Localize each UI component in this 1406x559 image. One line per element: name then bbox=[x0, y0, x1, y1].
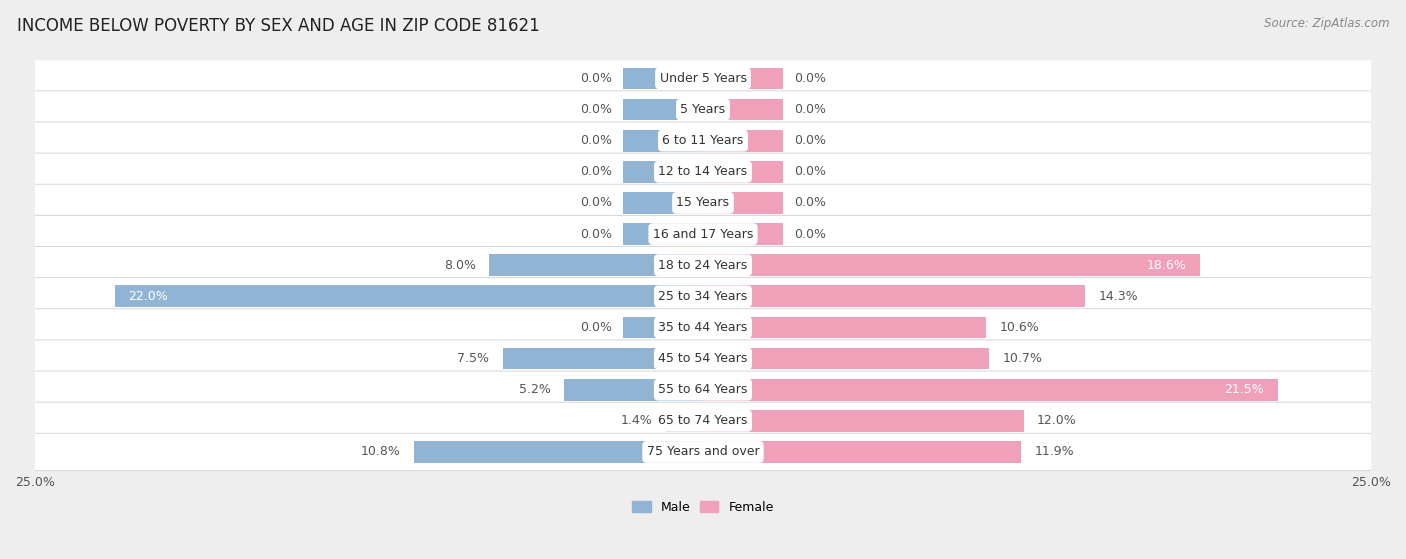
Text: 5 Years: 5 Years bbox=[681, 103, 725, 116]
FancyBboxPatch shape bbox=[31, 371, 1375, 409]
Text: 25 to 34 Years: 25 to 34 Years bbox=[658, 290, 748, 303]
FancyBboxPatch shape bbox=[31, 91, 1375, 128]
FancyBboxPatch shape bbox=[31, 340, 1375, 377]
Text: 8.0%: 8.0% bbox=[444, 259, 475, 272]
Text: Source: ZipAtlas.com: Source: ZipAtlas.com bbox=[1264, 17, 1389, 30]
Text: 18.6%: 18.6% bbox=[1147, 259, 1187, 272]
FancyBboxPatch shape bbox=[31, 215, 1375, 253]
Text: 35 to 44 Years: 35 to 44 Years bbox=[658, 321, 748, 334]
Text: 0.0%: 0.0% bbox=[794, 228, 825, 240]
Bar bbox=[703, 410, 1024, 432]
Text: 18 to 24 Years: 18 to 24 Years bbox=[658, 259, 748, 272]
Bar bbox=[623, 98, 703, 120]
Text: 16 and 17 Years: 16 and 17 Years bbox=[652, 228, 754, 240]
Bar bbox=[703, 161, 783, 183]
Bar bbox=[623, 192, 703, 214]
FancyBboxPatch shape bbox=[31, 309, 1375, 346]
Text: 0.0%: 0.0% bbox=[794, 165, 825, 178]
Bar bbox=[703, 441, 1021, 463]
Text: 15 Years: 15 Years bbox=[676, 196, 730, 210]
Bar bbox=[703, 254, 1201, 276]
Bar bbox=[703, 192, 783, 214]
Text: Under 5 Years: Under 5 Years bbox=[659, 72, 747, 85]
Text: 12 to 14 Years: 12 to 14 Years bbox=[658, 165, 748, 178]
FancyBboxPatch shape bbox=[31, 247, 1375, 284]
Text: 75 Years and over: 75 Years and over bbox=[647, 446, 759, 458]
Bar bbox=[502, 348, 703, 369]
Bar bbox=[623, 161, 703, 183]
Text: 0.0%: 0.0% bbox=[581, 228, 612, 240]
Bar bbox=[703, 68, 783, 89]
FancyBboxPatch shape bbox=[31, 122, 1375, 159]
Bar bbox=[623, 223, 703, 245]
Bar bbox=[115, 286, 703, 307]
Bar bbox=[703, 286, 1085, 307]
Text: 0.0%: 0.0% bbox=[794, 134, 825, 147]
Bar bbox=[623, 130, 703, 151]
FancyBboxPatch shape bbox=[31, 184, 1375, 221]
Bar bbox=[703, 98, 783, 120]
FancyBboxPatch shape bbox=[31, 278, 1375, 315]
Bar bbox=[703, 348, 988, 369]
Text: 65 to 74 Years: 65 to 74 Years bbox=[658, 414, 748, 427]
Text: 0.0%: 0.0% bbox=[794, 72, 825, 85]
Text: 10.6%: 10.6% bbox=[1000, 321, 1039, 334]
Bar bbox=[623, 68, 703, 89]
Text: 10.7%: 10.7% bbox=[1002, 352, 1042, 365]
Text: 0.0%: 0.0% bbox=[581, 165, 612, 178]
Text: INCOME BELOW POVERTY BY SEX AND AGE IN ZIP CODE 81621: INCOME BELOW POVERTY BY SEX AND AGE IN Z… bbox=[17, 17, 540, 35]
FancyBboxPatch shape bbox=[31, 433, 1375, 471]
FancyBboxPatch shape bbox=[31, 402, 1375, 439]
Text: 0.0%: 0.0% bbox=[581, 103, 612, 116]
Text: 1.4%: 1.4% bbox=[620, 414, 652, 427]
Text: 55 to 64 Years: 55 to 64 Years bbox=[658, 383, 748, 396]
Bar bbox=[623, 316, 703, 338]
Text: 14.3%: 14.3% bbox=[1098, 290, 1137, 303]
Text: 0.0%: 0.0% bbox=[581, 134, 612, 147]
Bar bbox=[703, 223, 783, 245]
Bar bbox=[489, 254, 703, 276]
Text: 0.0%: 0.0% bbox=[794, 196, 825, 210]
Text: 11.9%: 11.9% bbox=[1035, 446, 1074, 458]
Bar bbox=[665, 410, 703, 432]
Text: 6 to 11 Years: 6 to 11 Years bbox=[662, 134, 744, 147]
Text: 0.0%: 0.0% bbox=[794, 103, 825, 116]
FancyBboxPatch shape bbox=[31, 153, 1375, 191]
Text: 0.0%: 0.0% bbox=[581, 321, 612, 334]
Bar bbox=[703, 130, 783, 151]
Text: 7.5%: 7.5% bbox=[457, 352, 489, 365]
Bar bbox=[703, 379, 1278, 401]
Bar bbox=[564, 379, 703, 401]
Text: 21.5%: 21.5% bbox=[1225, 383, 1264, 396]
Bar bbox=[415, 441, 703, 463]
Text: 45 to 54 Years: 45 to 54 Years bbox=[658, 352, 748, 365]
FancyBboxPatch shape bbox=[31, 60, 1375, 97]
Text: 0.0%: 0.0% bbox=[581, 72, 612, 85]
Bar bbox=[703, 316, 986, 338]
Text: 0.0%: 0.0% bbox=[581, 196, 612, 210]
Text: 22.0%: 22.0% bbox=[128, 290, 169, 303]
Text: 5.2%: 5.2% bbox=[519, 383, 551, 396]
Text: 10.8%: 10.8% bbox=[361, 446, 401, 458]
Legend: Male, Female: Male, Female bbox=[633, 501, 773, 514]
Text: 12.0%: 12.0% bbox=[1038, 414, 1077, 427]
